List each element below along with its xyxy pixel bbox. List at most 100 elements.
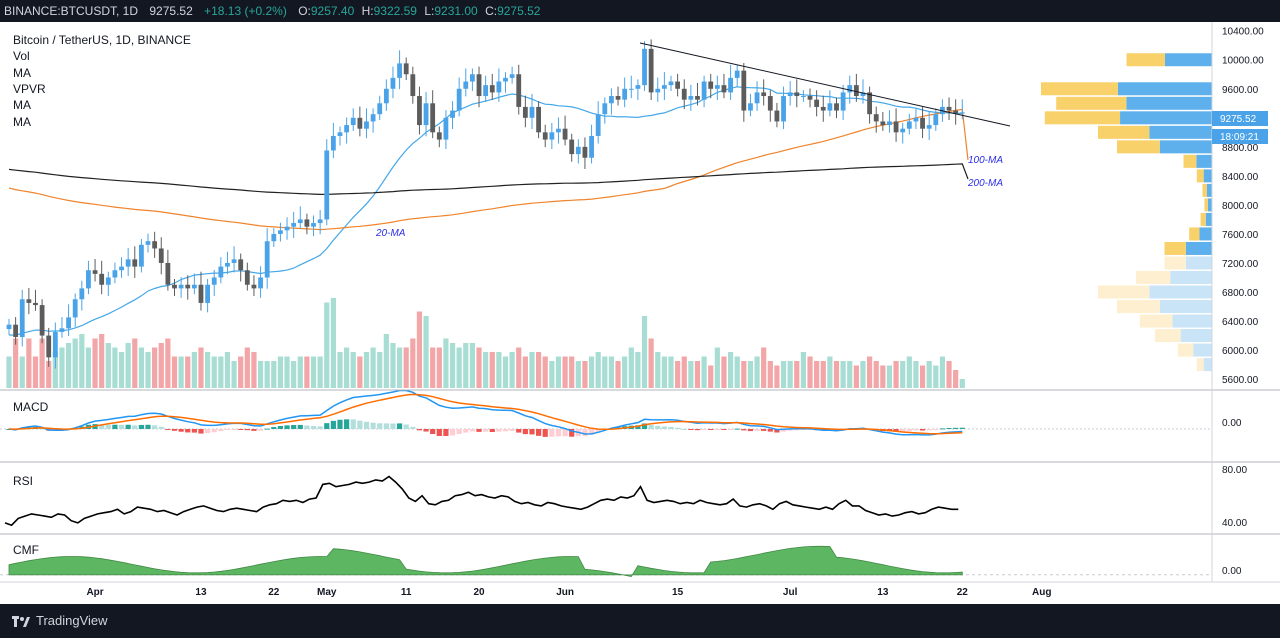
volume-bar [317,356,323,388]
candle-body [72,299,78,318]
close-label: C: [485,4,498,18]
macd-histogram-bar [463,428,469,433]
candle-body [211,277,217,285]
candle-body [774,110,780,122]
volume-bar [483,352,489,388]
candle-body [661,85,667,89]
macd-histogram-bar [906,428,912,432]
vpvr-bar-down [1056,96,1127,110]
legend-ma-3[interactable]: MA [13,115,31,129]
volume-bar [794,361,800,388]
volume-bar [562,356,568,388]
legend-ma-1[interactable]: MA [13,66,31,80]
volume-bars [6,298,965,388]
candle-body [847,85,853,93]
macd-label[interactable]: MACD [13,400,49,414]
macd-histogram-bar [529,428,535,435]
vpvr-bar-up [1205,212,1212,226]
candle-body [873,114,879,122]
macd-histogram-bar [694,428,701,431]
candle-body [834,103,839,111]
macd-histogram-bar [337,419,343,429]
time-tick-label: 13 [877,587,889,598]
volume-bar [522,356,528,388]
volume-bar [502,356,509,388]
volume-bar [171,356,178,388]
candle-body [622,88,628,100]
candle-body [311,223,316,227]
candle-body [403,63,409,75]
volume-bar [410,338,416,388]
candle-body [840,92,846,111]
candle-body [913,117,919,122]
vpvr-bar-up [1149,285,1212,299]
candle-body [767,96,773,111]
time-axis[interactable]: Apr 13 22 May 11 20 Jun 15 Jul 13 22 Aug [0,581,1280,598]
volume-bar [814,361,820,388]
macd-histogram-bar [469,428,475,432]
volume-bar [79,334,85,388]
volume-bar [489,352,495,388]
price-label-box [1212,111,1268,126]
open-label: O: [298,4,311,18]
symbol-header-bar: BINANCE:BTCUSDT, 1D 9275.52 +18.13 (+0.2… [0,0,1280,22]
volume-bar [284,356,290,388]
macd-histogram-bar [483,428,489,432]
rsi-panel [4,475,959,527]
price-tick-label: 10000.00 [1222,56,1264,67]
volume-bar [767,361,773,388]
macd-histogram-bar [761,428,767,431]
volume-bar [370,347,376,388]
legend-vol[interactable]: Vol [13,49,30,63]
candle-body [132,259,138,267]
price-tick-label: 8000.00 [1222,201,1259,212]
legend-vpvr[interactable]: VPVR [13,82,46,96]
candle-body [364,121,369,129]
price-chart[interactable]: 5600.00 6000.00 6400.00 6800.00 7200.00 7600.… [0,22,1280,604]
volume-bar [880,365,886,388]
volume-bar [615,361,621,388]
macd-histogram-bar [171,428,178,431]
price-change: +18.13 (+0.2%) [204,4,287,18]
macd-histogram-bar [317,426,323,429]
candle-body [648,48,654,93]
price-tick-label: 10400.00 [1222,27,1264,38]
candle-body [390,77,396,89]
candle-body [887,121,892,126]
trendline[interactable] [639,42,1011,127]
candle-body [350,117,356,126]
legend-ma-2[interactable]: MA [13,98,31,112]
candle-body [99,273,105,285]
price-tick-label: 6800.00 [1222,288,1259,299]
volume-bar [549,361,555,388]
volume-bar [774,365,780,388]
macd-histogram-bar [767,428,773,432]
time-tick-label: 15 [672,587,684,598]
rsi-tick-40: 40.00 [1222,518,1247,529]
volume-bar [205,352,211,388]
candle-body [595,114,601,136]
symbol-label[interactable]: BINANCE:BTCUSDT, 1D [4,4,139,18]
cmf-label[interactable]: CMF [13,543,39,557]
candle-body [721,85,727,93]
tradingview-logo[interactable]: TradingView [12,604,108,638]
volume-bar [900,361,906,388]
footer-bar: TradingView [0,604,1280,638]
volume-bar [430,347,436,388]
vpvr-bar-up [1206,183,1212,197]
volume-bar [476,347,482,388]
macd-histogram-bar [310,425,317,429]
macd-histogram-bar [522,428,528,435]
volume-bar [906,356,912,388]
volume-bar [509,352,515,388]
vpvr-bar-down [1041,82,1118,96]
candle-body [476,74,482,97]
volume-bar [542,356,548,388]
candle-body [754,92,760,104]
macd-histogram-bar [641,423,648,429]
volume-bar [443,338,449,388]
candle-body [198,284,204,303]
rsi-label[interactable]: RSI [13,474,33,488]
countdown-box [1212,129,1268,144]
candle-body [668,81,674,86]
